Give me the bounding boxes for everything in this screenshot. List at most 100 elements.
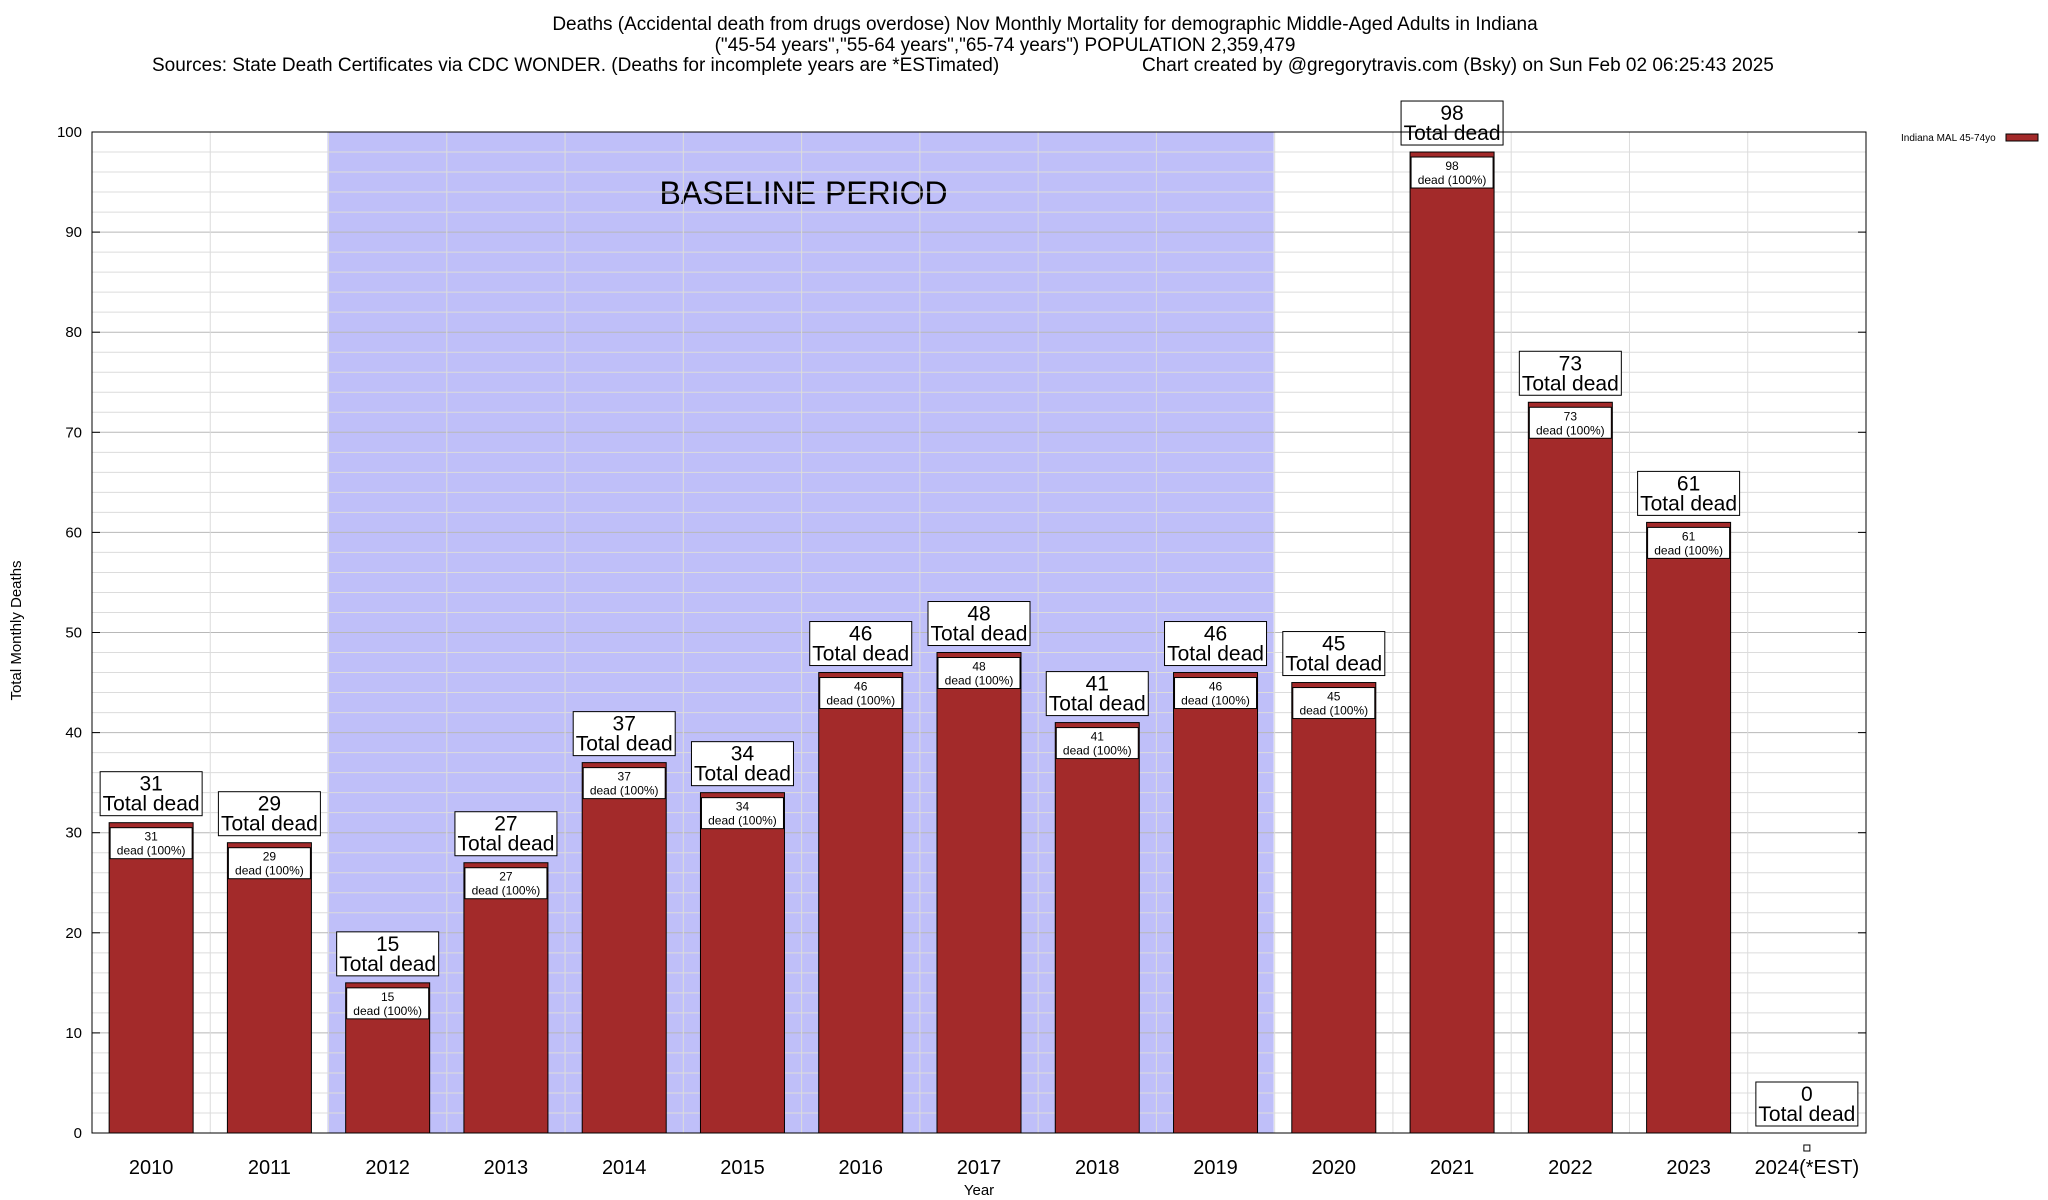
x-tick-label: 2024(*EST) xyxy=(1755,1157,1860,1179)
bar-total-dead-label: Total dead xyxy=(576,733,673,756)
y-tick-label: 40 xyxy=(65,725,82,742)
bar-inner-label-box xyxy=(1647,526,1731,559)
bar-outer-label-box xyxy=(1045,671,1149,717)
baseline-period-label: BASELINE PERIOD xyxy=(660,175,948,211)
bar-total-dead-label: Total dead xyxy=(812,643,909,666)
chart-title-block: Deaths (Accidental death from drugs over… xyxy=(152,14,1774,76)
bar-inner-label-box xyxy=(109,827,193,860)
bar-inner-label-box xyxy=(1410,156,1494,189)
bar-value-label: 29 xyxy=(258,793,281,816)
legend: Indiana MAL 45-74yo xyxy=(1901,133,2039,144)
legend-entry-label: Indiana MAL 45-74yo xyxy=(1901,133,1996,144)
chart-title-line-2: ("45-54 years","55-64 years","65-74 year… xyxy=(715,35,1296,56)
chart-sources-text: Sources: State Death Certificates via CD… xyxy=(152,55,999,76)
bar-inner-label-box xyxy=(346,987,430,1020)
y-tick-label: 80 xyxy=(65,324,82,341)
bar-value-label: 46 xyxy=(849,623,872,646)
bar-2020 xyxy=(1291,682,1377,1134)
axes: 0 10 20 30 40 50 60 70 80 90 100 2010 2011 2012 2013 20… xyxy=(57,124,1867,1179)
bar-inner-dead-label: dead (100%) xyxy=(1181,694,1250,708)
bar-value-label: 73 xyxy=(1559,352,1582,375)
bar-total-dead-label: Total dead xyxy=(1522,372,1619,395)
bar-2017 xyxy=(936,652,1022,1134)
bar-outer-label-box xyxy=(809,621,913,667)
y-tick-label: 70 xyxy=(65,424,82,441)
bar-outer-label-box xyxy=(336,931,440,977)
bar-inner-dead-label: dead (100%) xyxy=(708,814,777,828)
bar-total-dead-label: Total dead xyxy=(339,953,436,976)
y-tick-label: 90 xyxy=(65,224,82,241)
x-tick-label: 2018 xyxy=(1075,1157,1120,1179)
bar-inner-value-label: 46 xyxy=(854,680,868,694)
bar-outer-label-box xyxy=(217,791,321,837)
bar-2013 xyxy=(463,862,549,1134)
bar-value-label: 27 xyxy=(494,813,517,836)
bar-2016 xyxy=(818,672,904,1134)
bar-outer-label-box xyxy=(1518,350,1622,396)
x-tick-label: 2016 xyxy=(838,1157,883,1179)
bar-inner-dead-label: dead (100%) xyxy=(1654,543,1723,557)
bar-inner-dead-label: dead (100%) xyxy=(826,694,895,708)
bar-inner-value-label: 98 xyxy=(1445,159,1459,173)
bar-inner-label-box xyxy=(819,677,903,710)
bar-total-dead-label: Total dead xyxy=(1167,643,1264,666)
bar-inner-dead-label: dead (100%) xyxy=(945,674,1014,688)
x-tick-label: 2017 xyxy=(957,1157,1002,1179)
bar-value-label: 31 xyxy=(139,773,162,796)
bar-value-label: 0 xyxy=(1801,1083,1813,1106)
bar-2014 xyxy=(581,762,667,1134)
x-tick-label: 2021 xyxy=(1430,1157,1475,1179)
bar-inner-label-box xyxy=(227,847,311,880)
bar-inner-label-box xyxy=(582,767,666,800)
bar-inner-label-box xyxy=(1174,677,1258,710)
y-tick-label: 50 xyxy=(65,625,82,642)
bar-inner-value-label: 41 xyxy=(1091,730,1105,744)
bar-outer-label-box xyxy=(927,601,1031,647)
bar-inner-dead-label: dead (100%) xyxy=(1299,704,1368,718)
bar-inner-label-box xyxy=(937,657,1021,690)
bar-value-label: 15 xyxy=(376,933,399,956)
bar-2019 xyxy=(1173,672,1259,1134)
bar-outer-label-box xyxy=(1400,100,1504,146)
legend-swatch xyxy=(2005,133,2039,142)
bar-2015 xyxy=(699,792,785,1134)
x-axis-label: Year xyxy=(964,1182,994,1199)
y-tick-label: 10 xyxy=(65,1025,82,1042)
bar-outer-label-box xyxy=(1755,1081,1859,1127)
bar-outer-label-box xyxy=(99,771,203,817)
bar-2011 xyxy=(226,842,312,1134)
bar-inner-value-label: 15 xyxy=(381,990,395,1004)
bar-inner-dead-label: dead (100%) xyxy=(1063,744,1132,758)
bar-inner-dead-label: dead (100%) xyxy=(472,884,541,898)
x-tick-label: 2012 xyxy=(365,1157,410,1179)
bar-outer-label-box xyxy=(454,811,558,857)
bar-inner-value-label: 31 xyxy=(144,830,158,844)
bar-value-label: 61 xyxy=(1677,472,1700,495)
bar-inner-dead-label: dead (100%) xyxy=(1418,173,1487,187)
bar-inner-dead-label: dead (100%) xyxy=(1536,423,1605,437)
bar-total-dead-label: Total dead xyxy=(1404,122,1501,145)
bar-outer-label-box xyxy=(1282,631,1386,677)
bar-inner-value-label: 34 xyxy=(736,800,750,814)
bar-value-label: 34 xyxy=(731,743,755,766)
y-tick-label: 100 xyxy=(57,124,82,141)
y-axis-label: Total Monthly Deaths xyxy=(8,560,25,700)
bar-value-label: 46 xyxy=(1204,623,1227,646)
bar-value-label: 98 xyxy=(1440,102,1463,125)
chart-credit-text: Chart created by @gregorytravis.com (Bsk… xyxy=(1142,55,1774,76)
bar-2021 xyxy=(1409,151,1495,1134)
x-tick-label: 2023 xyxy=(1666,1157,1711,1179)
x-tick-label: 2019 xyxy=(1193,1157,1238,1179)
bar-outer-label-box xyxy=(572,711,676,757)
bar-total-dead-label: Total dead xyxy=(1285,653,1382,676)
bar-value-label: 37 xyxy=(613,713,636,736)
bar-inner-value-label: 46 xyxy=(1209,680,1223,694)
x-tick-label: 2022 xyxy=(1548,1157,1593,1179)
bar-outer-label-box xyxy=(690,741,794,787)
bar-total-dead-label: Total dead xyxy=(1758,1103,1855,1126)
bar-2023 xyxy=(1646,521,1732,1134)
bar-value-label: 41 xyxy=(1086,673,1109,696)
